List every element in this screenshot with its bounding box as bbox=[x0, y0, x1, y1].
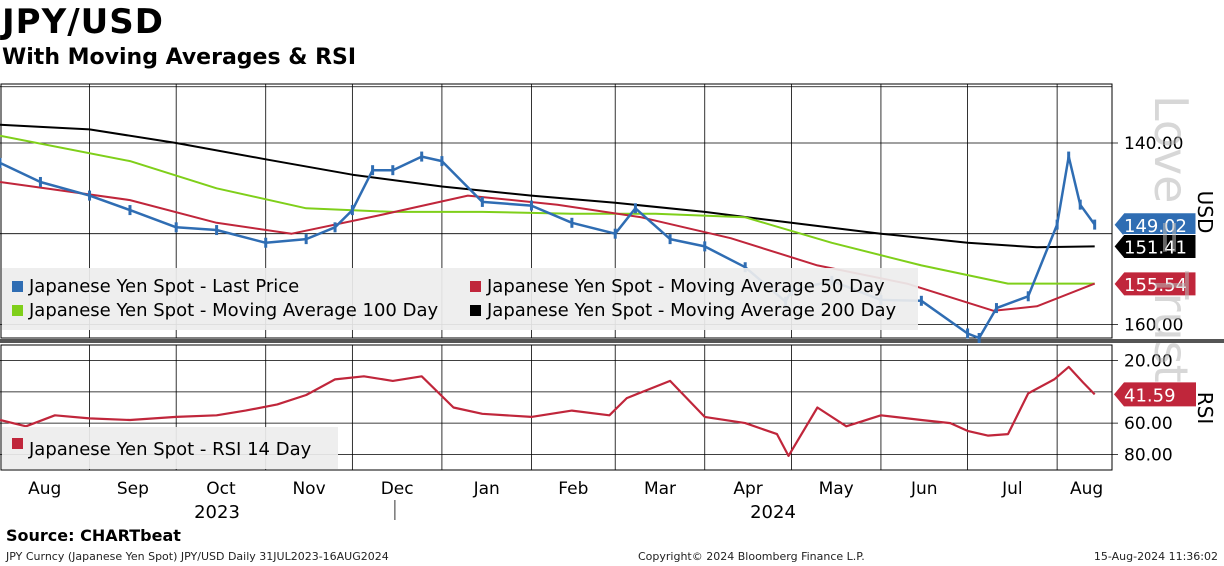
x-tick-label: May bbox=[819, 479, 854, 499]
last-value-tag: 149.02 bbox=[1113, 212, 1197, 238]
legend-label: Japanese Yen Spot - Moving Average 200 D… bbox=[486, 300, 896, 321]
x-tick-label: Oct bbox=[206, 479, 236, 499]
axis-layer: Aug Sep Oct Nov Dec Jan Feb Mar Apr May Jun Jul Aug 2… bbox=[28, 134, 1217, 520]
source-note: Source: CHARTbeat bbox=[6, 526, 181, 545]
x-tick-label: Mar bbox=[644, 479, 676, 499]
x-tick-label: Aug bbox=[1070, 479, 1103, 499]
legend-entry: Japanese Yen Spot - Moving Average 50 Da… bbox=[470, 276, 885, 297]
price-legend-bg bbox=[2, 268, 918, 330]
rsi-last-value-tag-text: 41.59 bbox=[1124, 385, 1176, 406]
last-value-tag-text: 155.54 bbox=[1124, 275, 1187, 296]
rsi-tick-label: 60.00 bbox=[1124, 414, 1173, 434]
chart-canvas: Aug Sep Oct Nov Dec Jan Feb Mar Apr May Jun Jul Aug 2… bbox=[0, 83, 1224, 520]
x-tick-label: Aug bbox=[28, 479, 61, 499]
x-tick-label: Feb bbox=[558, 479, 588, 499]
price-tick-label: 140.00 bbox=[1124, 134, 1183, 154]
rsi-panel bbox=[0, 365, 1096, 457]
legend-swatch bbox=[470, 281, 481, 292]
last-value-tag-text: 149.02 bbox=[1124, 216, 1187, 237]
x-tick-label: Nov bbox=[292, 479, 325, 499]
ticker-info: JPY Curncy (Japanese Yen Spot) JPY/USD D… bbox=[6, 550, 389, 563]
legend-entry: Japanese Yen Spot - Moving Average 100 D… bbox=[12, 300, 438, 321]
chart-subtitle: With Moving Averages & RSI bbox=[2, 45, 357, 70]
last-value-tag-bg bbox=[1113, 212, 1197, 238]
price-axis-title: USD bbox=[1193, 191, 1217, 234]
ma100-line bbox=[0, 134, 1095, 285]
rsi-last-value-tag-bg bbox=[1114, 382, 1196, 407]
watermark: Love = Trust bbox=[1144, 95, 1198, 383]
legend-label: Japanese Yen Spot - Moving Average 50 Da… bbox=[486, 276, 885, 297]
x-tick-label: Jun bbox=[910, 479, 938, 499]
price-panel-frame bbox=[0, 83, 1113, 339]
rsi-tick-label: 80.00 bbox=[1124, 445, 1173, 465]
legend-label: Japanese Yen Spot - RSI 14 Day bbox=[28, 439, 312, 460]
chart-title: JPY/USD bbox=[2, 2, 164, 42]
x-tick-label: Dec bbox=[381, 479, 414, 499]
rsi-axis-title: RSI bbox=[1193, 392, 1217, 425]
x-tick-label: Apr bbox=[733, 479, 762, 499]
last-value-tag: 155.54 bbox=[1113, 271, 1197, 297]
legend-swatch bbox=[12, 438, 23, 449]
legend-swatch bbox=[12, 305, 23, 316]
rsi-legend-bg bbox=[2, 427, 338, 469]
year-label: 2024 bbox=[750, 502, 796, 520]
ma50-line bbox=[0, 181, 1096, 312]
x-tick-label: Sep bbox=[117, 479, 149, 499]
ma200-line bbox=[0, 123, 1095, 249]
last-value-tag-text: 151.41 bbox=[1124, 237, 1187, 258]
legend-entry: Japanese Yen Spot - Moving Average 200 D… bbox=[470, 300, 896, 321]
last-value-tag: 151.41 bbox=[1113, 233, 1197, 259]
legend-swatch bbox=[470, 305, 481, 316]
rsi-tick-label: 20.00 bbox=[1124, 352, 1173, 372]
price-panel bbox=[0, 123, 1097, 343]
rsi-last-value-tag: 41.59 bbox=[1114, 382, 1196, 407]
legend-entry: Japanese Yen Spot - RSI 14 Day bbox=[12, 438, 312, 460]
timestamp: 15-Aug-2024 11:36:02 bbox=[1093, 550, 1218, 563]
legend-label: Japanese Yen Spot - Moving Average 100 D… bbox=[28, 300, 438, 321]
rsi-panel-frame bbox=[0, 344, 1113, 471]
copyright: Copyright© 2024 Bloomberg Finance L.P. bbox=[638, 550, 865, 563]
x-tick-label: Jan bbox=[473, 479, 500, 499]
legend-label: Japanese Yen Spot - Last Price bbox=[28, 276, 299, 297]
year-label: 2023 bbox=[194, 502, 240, 520]
last-value-tag-bg bbox=[1113, 271, 1197, 297]
x-tick-label: Jul bbox=[1001, 479, 1023, 499]
legend-swatch bbox=[12, 281, 23, 292]
legend-entry: Japanese Yen Spot - Last Price bbox=[12, 276, 299, 297]
last-value-tag-bg bbox=[1113, 233, 1197, 259]
rsi-line bbox=[0, 365, 1096, 457]
legend-layer: Japanese Yen Spot - Last Price Japanese Y… bbox=[2, 268, 918, 469]
price-tick-label: 160.00 bbox=[1124, 315, 1183, 335]
